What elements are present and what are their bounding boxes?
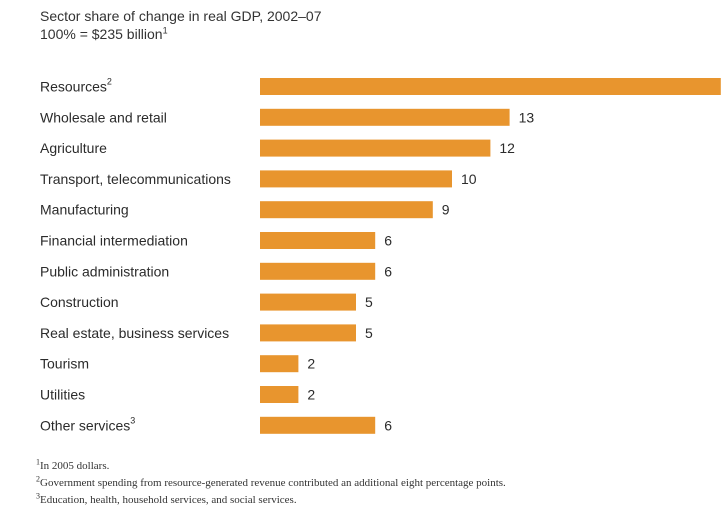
bar [260,139,491,157]
subtitle-footnote-mark: 1 [162,25,168,36]
value-label: 6 [384,417,392,433]
footnote-1: 1In 2005 dollars. [36,458,506,475]
category-label: Public administration [40,263,169,279]
value-label: 5 [365,294,373,310]
category-label: Real estate, business services [40,325,229,341]
footnote-1-mark: 1 [36,457,40,467]
bar [260,262,376,280]
footnote-2-mark: 2 [36,474,40,484]
category-label: Other services3 [40,415,135,433]
bar [260,386,299,403]
bar [260,201,433,219]
footnote-3: 3Education, health, household services, … [36,492,506,509]
value-label: 12 [499,140,515,156]
chart-subtitle-line: 100% = $235 billion1 [40,25,321,43]
bar [260,108,510,126]
bar [260,78,721,95]
category-label: Transport, telecommunications [40,171,231,187]
category-label: Agriculture [40,140,107,156]
footnote-2: 2Government spending from resource-gener… [36,475,506,492]
category-label: Manufacturing [40,202,129,218]
bar-chart: Resources2 Wholesale and retail 13 Agricult… [40,77,721,434]
chart-title-block: Sector share of change in real GDP, 2002… [40,7,321,43]
value-label: 2 [307,387,315,403]
category-label: Utilities [40,387,85,403]
category-label: Financial intermediation [40,233,188,249]
footnote-1-text: In 2005 dollars. [40,460,110,472]
bar [260,170,452,188]
value-label: 5 [365,325,373,341]
chart-subtitle: 100% = $235 billion [40,26,163,42]
value-label: 6 [384,263,392,279]
bar [260,355,299,373]
footnote-3-text: Education, health, household services, a… [40,494,297,506]
bar [260,293,356,311]
category-label: Construction [40,294,119,310]
category-label: Wholesale and retail [40,109,167,125]
category-label: Tourism [40,356,89,372]
bar [260,416,376,434]
value-label: 2 [307,356,315,372]
footnote-2-text: Government spending from resource-genera… [40,477,506,489]
bar [260,324,356,342]
value-label: 9 [442,202,450,218]
bar [260,232,376,249]
value-label: 13 [519,109,535,125]
value-label: 6 [384,233,392,249]
category-label: Resources2 [40,77,112,95]
value-label: 10 [461,171,477,187]
footnotes: 1In 2005 dollars. 2Government spending f… [36,458,506,509]
chart-title: Sector share of change in real GDP, 2002… [40,8,322,24]
footnote-3-mark: 3 [36,491,40,501]
